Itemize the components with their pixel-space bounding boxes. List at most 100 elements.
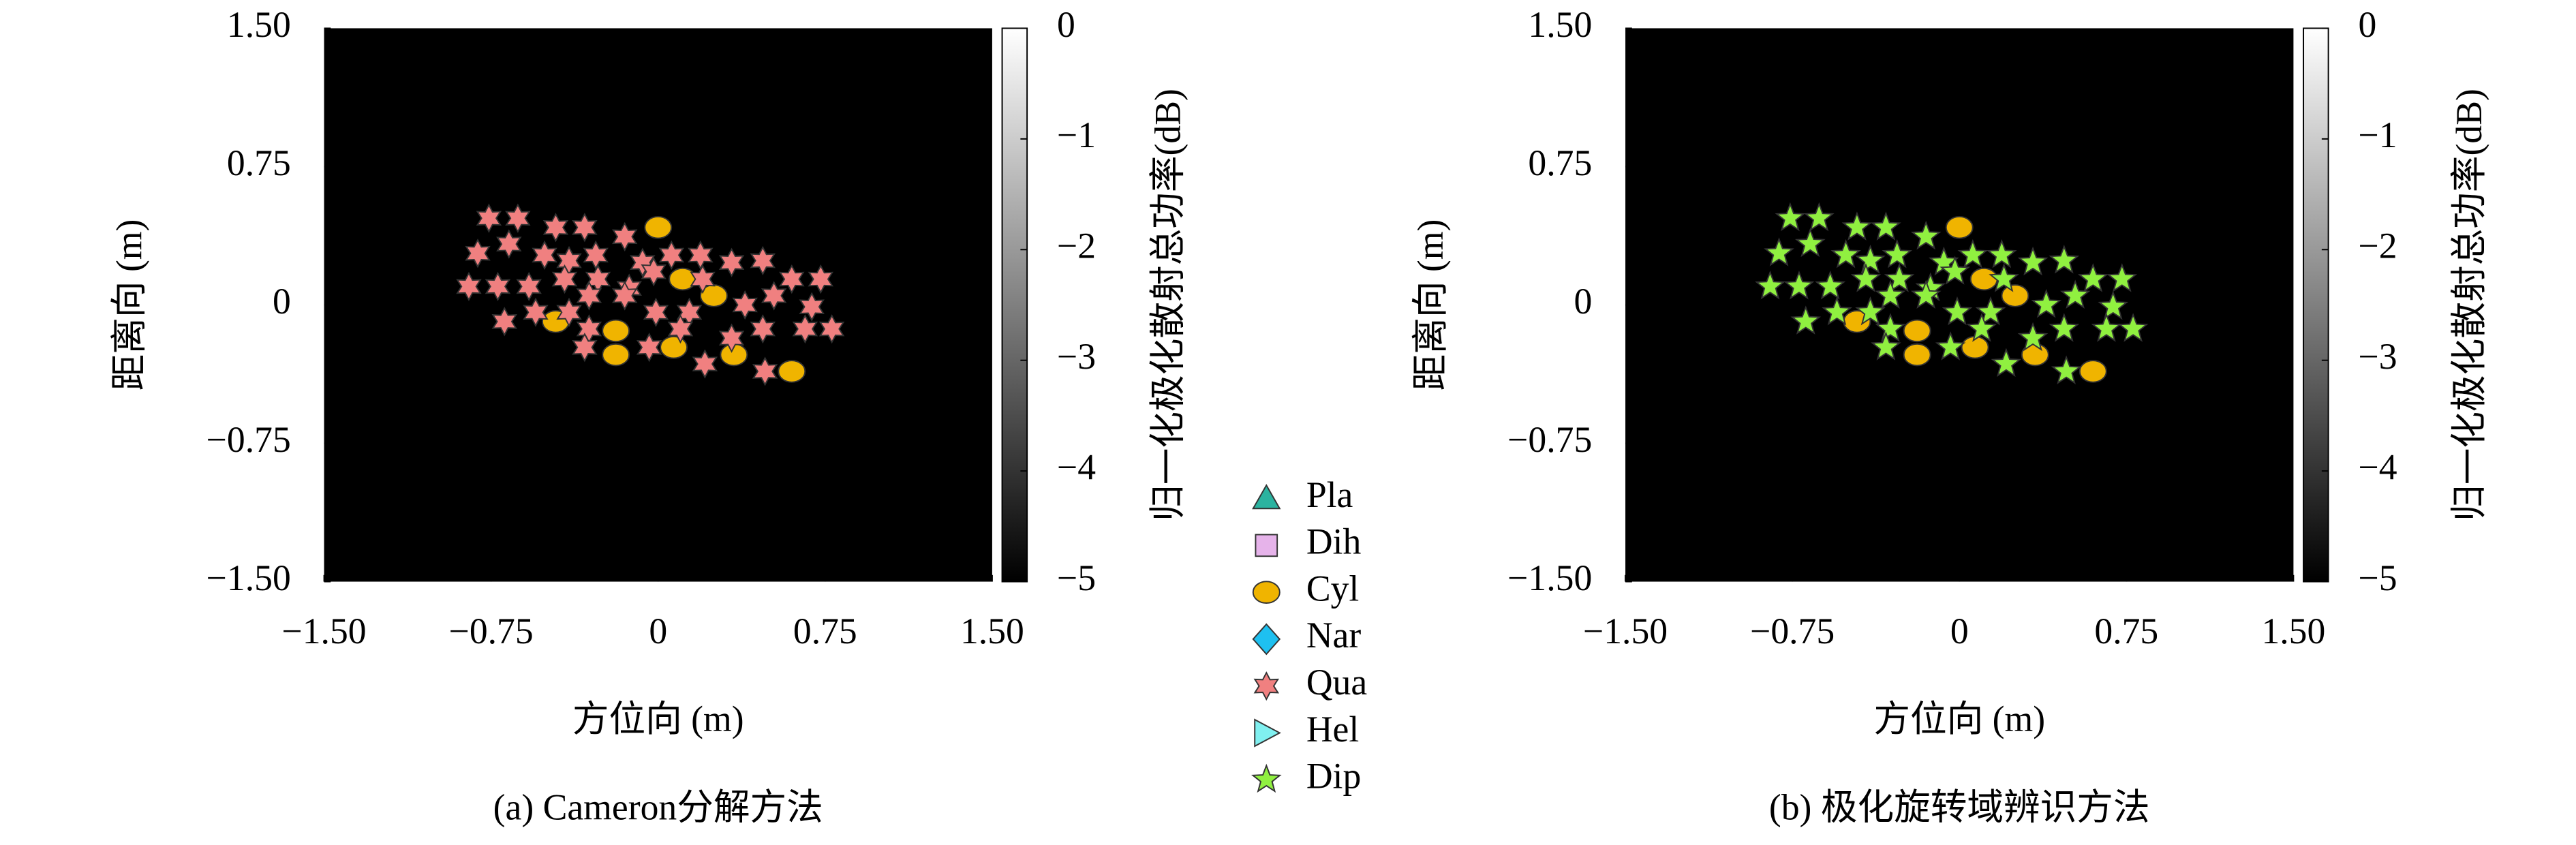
legend-label: Dih [1306,521,1362,562]
marker [1755,270,1785,300]
series [456,203,845,386]
marker [641,257,666,287]
marker [2031,289,2062,318]
marker [1986,239,2017,268]
y-tick-label: 1.50 [1528,4,1592,45]
marker [1910,220,1942,250]
marker [2079,360,2107,383]
colorbar-tick-label: −1 [2359,114,2397,155]
colorbar-tick-label: −1 [1057,114,1096,155]
marker [1945,215,1974,239]
x-tick-label: 0.75 [793,611,857,651]
marker [1855,245,1886,274]
marker [752,356,778,386]
marker [669,267,697,291]
legend-marker [1253,671,1280,701]
marker [1815,270,1846,300]
marker [476,203,502,233]
marker [1991,348,2022,378]
x-tick-label: −0.75 [1750,611,1835,651]
marker [1871,211,1901,241]
marker [1939,256,1971,285]
x-tick-label: 0.75 [2094,611,2158,651]
marker [761,281,787,311]
marker [779,264,805,294]
colorbar-label: 归一化极化散射总功率(dB) [1148,89,1189,521]
marker [2049,245,2080,274]
marker [2091,313,2122,342]
marker [1871,331,1901,360]
marker [658,240,685,271]
marker [2117,313,2149,342]
marker [2059,279,2091,309]
x-tick-label: 0 [649,611,667,651]
marker [583,240,609,271]
marker [523,297,549,327]
marker [718,247,745,277]
marker [1910,279,1942,309]
colorbar-tick-label: −2 [1057,226,1096,266]
legend-label: Cyl [1306,568,1360,609]
y-tick-label: −0.75 [1507,419,1592,460]
y-axis-label: 距离向 (m) [1410,219,1451,391]
marker [1830,239,1861,268]
colorbar [1001,27,1028,583]
marker [750,245,776,276]
marker [2017,246,2049,276]
marker [688,240,714,271]
marker [485,271,511,302]
chart-title: (a) Cameron分解方法 [493,786,823,827]
colorbar-tick-label: −3 [1057,336,1096,377]
marker [1975,296,2006,326]
y-axis-label: 距离向 (m) [108,219,149,391]
marker [602,343,630,367]
colorbar-tick-label: −3 [2359,336,2397,377]
y-tick-label: −0.75 [206,419,291,460]
marker [1764,237,1794,266]
legend-marker [1254,718,1281,748]
marker [1966,313,1997,342]
marker [692,349,718,379]
marker [532,240,557,271]
y-tick-label: 1.50 [227,4,291,45]
marker [1775,202,1806,232]
marker [516,271,542,302]
x-tick-label: 1.50 [960,611,1024,651]
x-axis-label: 方位向 (m) [572,698,744,739]
legend-marker [1255,534,1278,557]
marker [667,314,694,344]
colorbar [2303,27,2329,583]
marker [2017,322,2049,352]
marker [2001,284,2029,307]
marker [2049,313,2080,342]
legend-label: Dip [1306,756,1361,797]
marker [1989,263,2019,292]
marker [818,314,845,344]
y-tick-label: 0.75 [227,142,291,183]
y-tick-label: 0 [1574,281,1592,322]
marker [1783,270,1815,300]
chart-title: (b) 极化旋转域辨识方法 [1769,786,2150,827]
marker [1957,239,1989,268]
marker [792,314,818,344]
colorbar-tick-label: −5 [1057,557,1096,598]
marker [636,333,662,363]
marker [1794,228,1826,258]
marker [505,203,531,233]
marker [690,264,716,294]
marker [1855,296,1886,326]
marker [1884,263,1915,292]
marker [602,319,630,343]
marker [1942,296,1973,326]
y-tick-label: 0 [273,281,291,322]
colorbar-tick-label: −2 [2359,226,2397,266]
marker [2051,355,2082,384]
marker [551,264,578,294]
marker [1822,296,1852,326]
legend-label: Nar [1306,615,1362,656]
marker [1875,313,1906,342]
marker [1850,263,1882,292]
x-tick-label: −0.75 [449,611,534,651]
x-tick-label: 0 [1950,611,1969,651]
marker [1935,331,1966,360]
